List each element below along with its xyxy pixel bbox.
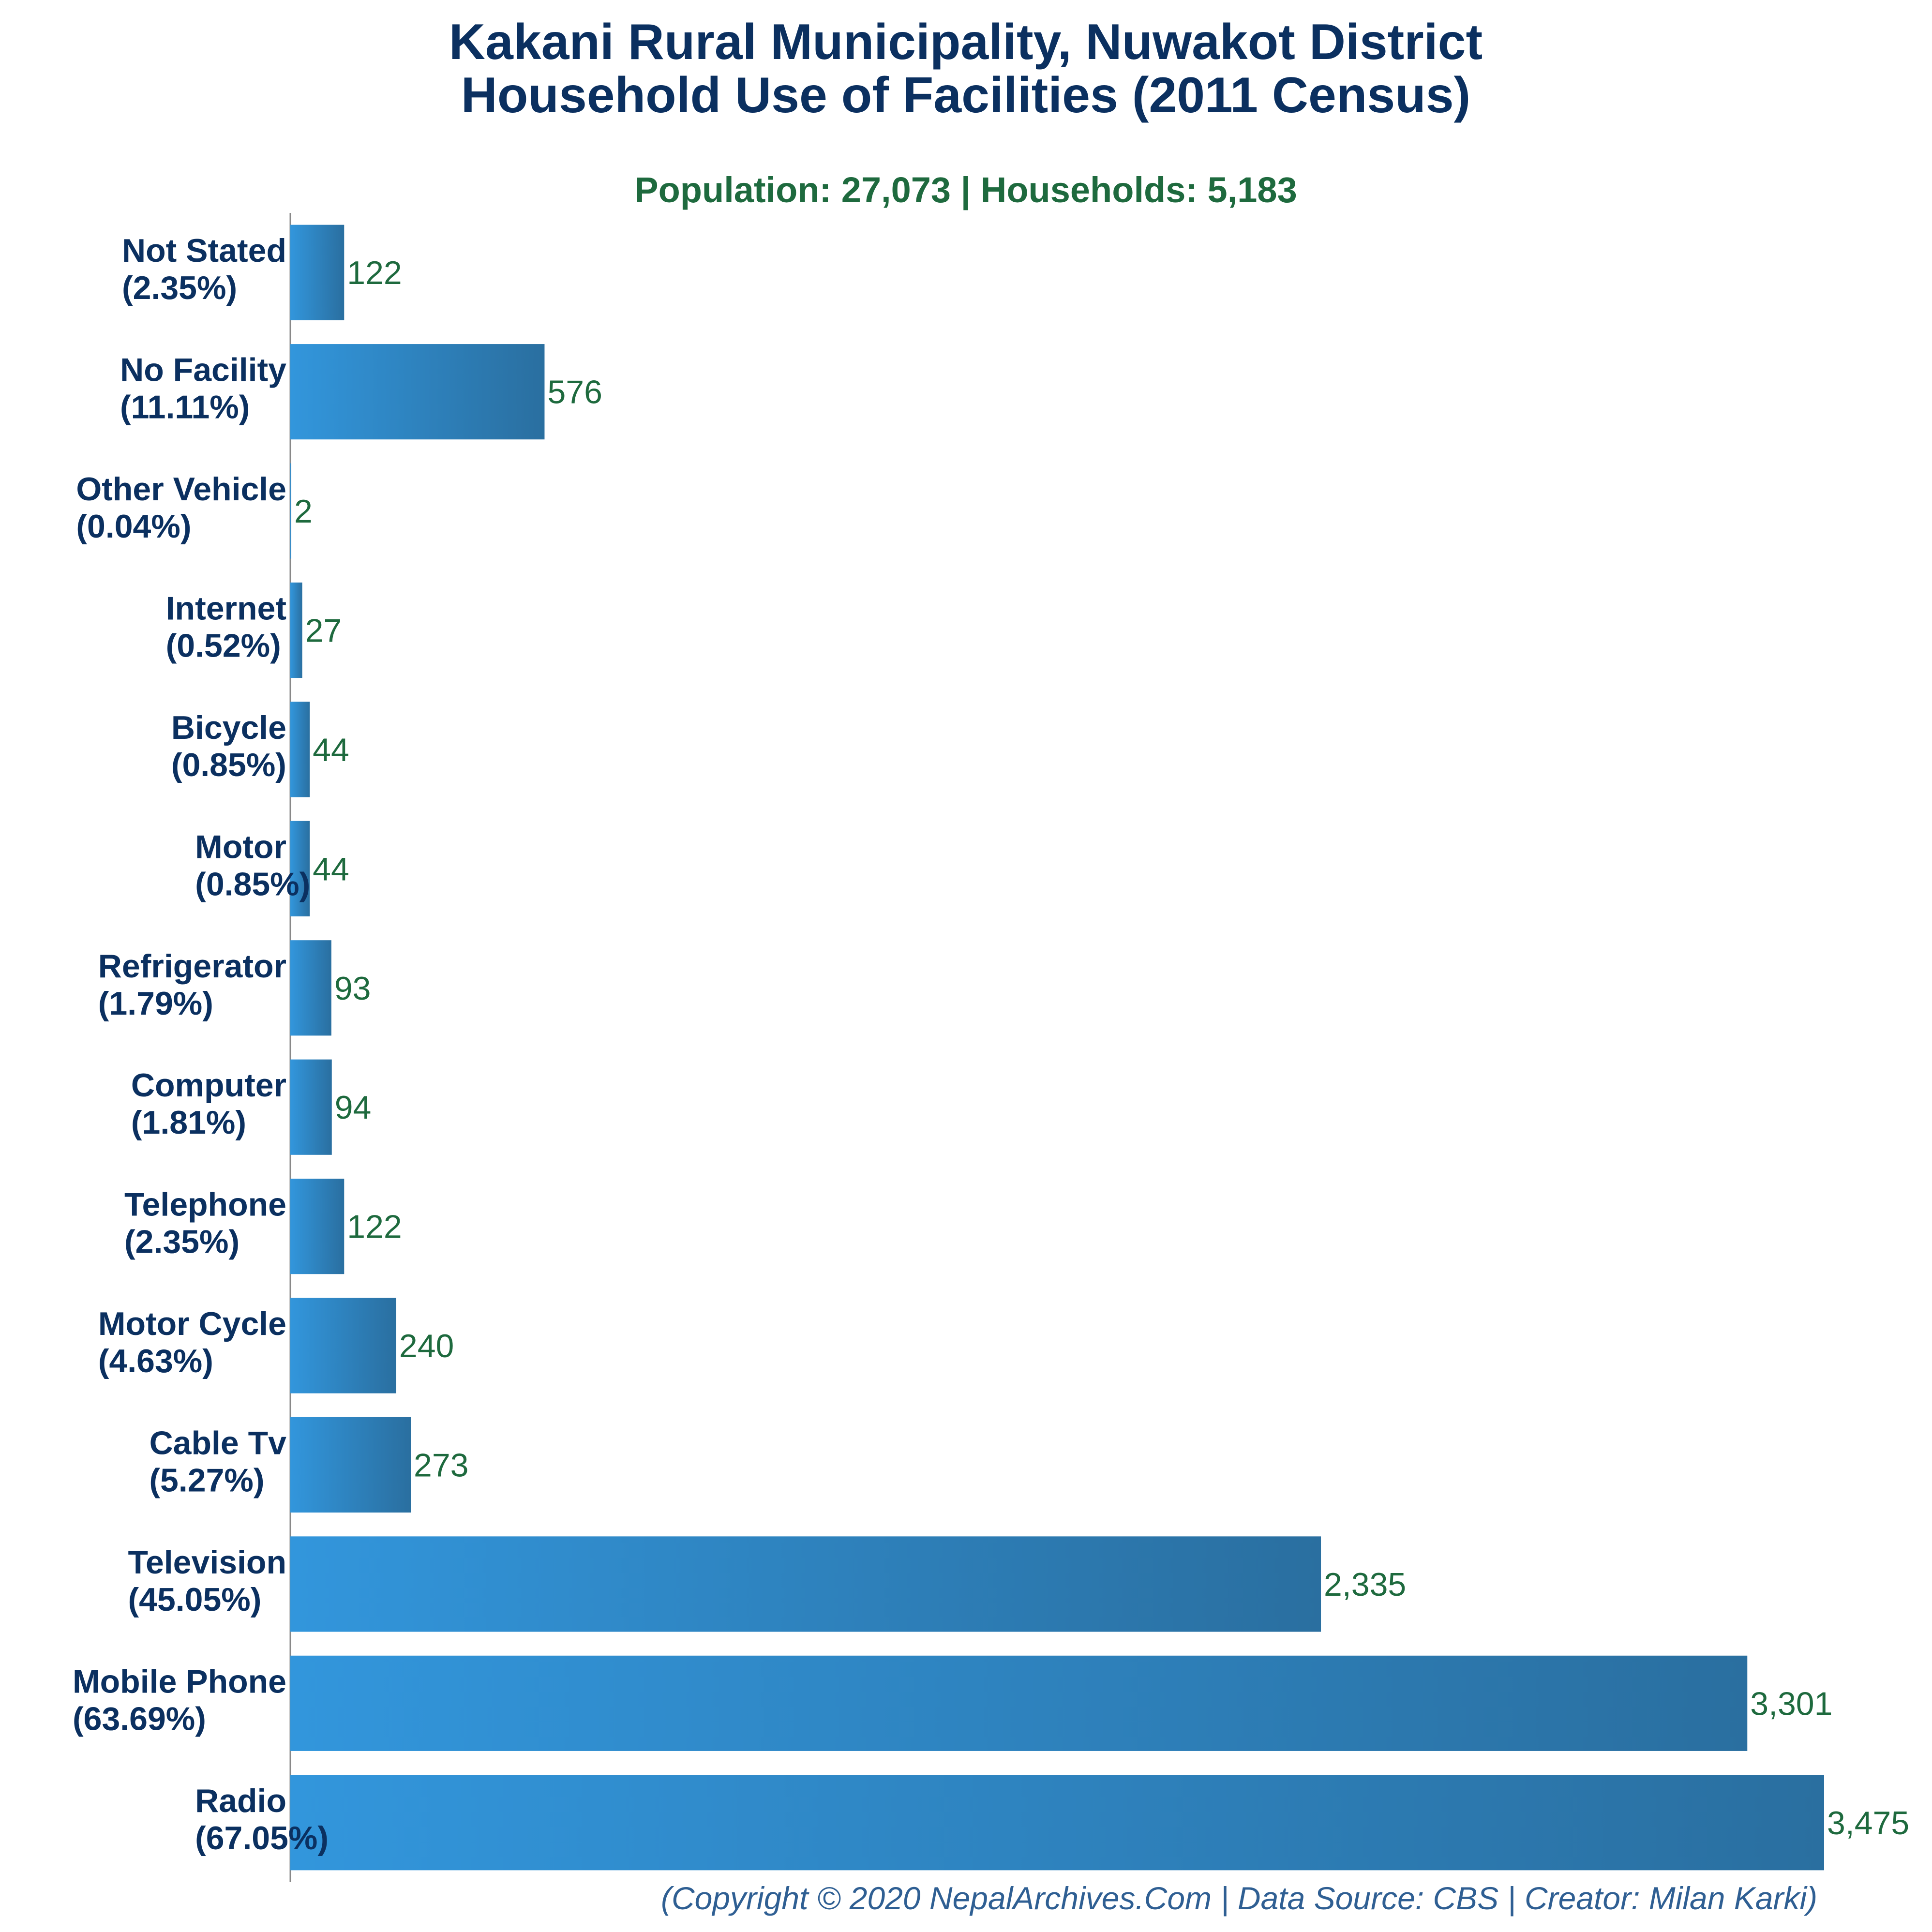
percent-label-3: (0.52%) [166,628,281,664]
bar-4 [290,702,310,797]
bar-3 [290,582,302,678]
bar-13 [290,1775,1824,1871]
value-label-0: 122 [347,255,402,291]
category-label-6: Refrigerator [98,948,286,985]
bar-7 [290,1059,332,1155]
value-label-7: 94 [335,1089,372,1126]
percent-label-11: (45.05%) [128,1581,261,1618]
category-label-10: Cable Tv [150,1425,287,1462]
category-label-9: Motor Cycle [98,1305,286,1342]
percent-label-6: (1.79%) [98,985,213,1022]
value-label-8: 122 [347,1209,402,1245]
category-label-8: Telephone [124,1186,286,1223]
value-label-13: 3,475 [1827,1805,1909,1842]
bar-6 [290,940,331,1036]
bar-12 [290,1655,1748,1751]
value-label-12: 3,301 [1750,1685,1832,1722]
bar-11 [290,1536,1321,1632]
percent-label-2: (0.04%) [76,508,191,545]
category-label-1: No Facility [120,352,286,389]
category-label-0: Not Stated [122,232,286,269]
percent-label-9: (4.63%) [98,1343,213,1379]
category-label-3: Internet [166,590,286,627]
chart-footer-credit: (Copyright © 2020 NepalArchives.Com | Da… [661,1880,1817,1917]
category-label-11: Television [128,1544,286,1581]
value-label-10: 273 [414,1447,468,1484]
chart-subtitle: Population: 27,073 | Households: 5,183 [634,170,1297,210]
percent-label-0: (2.35%) [122,270,237,306]
chart-title-line-1: Kakani Rural Municipality, Nuwakot Distr… [449,14,1483,70]
bar-5 [290,821,310,916]
bar-0 [290,225,344,320]
percent-label-1: (11.11%) [120,389,250,426]
value-label-11: 2,335 [1324,1566,1406,1603]
category-label-13: Radio [195,1782,286,1819]
bar-8 [290,1179,344,1274]
chart-title-line-2: Household Use of Facilities (2011 Census… [461,67,1470,123]
category-label-7: Computer [131,1067,286,1104]
bar-1 [290,344,545,440]
category-label-5: Motor [195,828,286,865]
category-label-4: Bicycle [171,709,286,746]
percent-label-12: (63.69%) [73,1700,206,1737]
bar-2 [290,463,291,559]
percent-label-7: (1.81%) [131,1104,246,1141]
bar-9 [290,1298,396,1393]
percent-label-8: (2.35%) [124,1224,240,1260]
category-label-2: Other Vehicle [76,471,286,508]
category-label-12: Mobile Phone [73,1663,286,1700]
percent-label-10: (5.27%) [149,1462,264,1499]
percent-label-5: (0.85%) [195,866,310,902]
value-label-5: 44 [313,851,349,887]
value-label-1: 576 [547,374,602,411]
value-label-6: 93 [334,970,371,1007]
value-label-2: 2 [294,493,313,530]
bar-10 [290,1417,411,1513]
value-label-9: 240 [399,1328,454,1364]
percent-label-4: (0.85%) [171,747,286,783]
value-label-3: 27 [305,613,342,649]
value-label-4: 44 [313,732,349,768]
percent-label-13: (67.05%) [195,1820,329,1857]
